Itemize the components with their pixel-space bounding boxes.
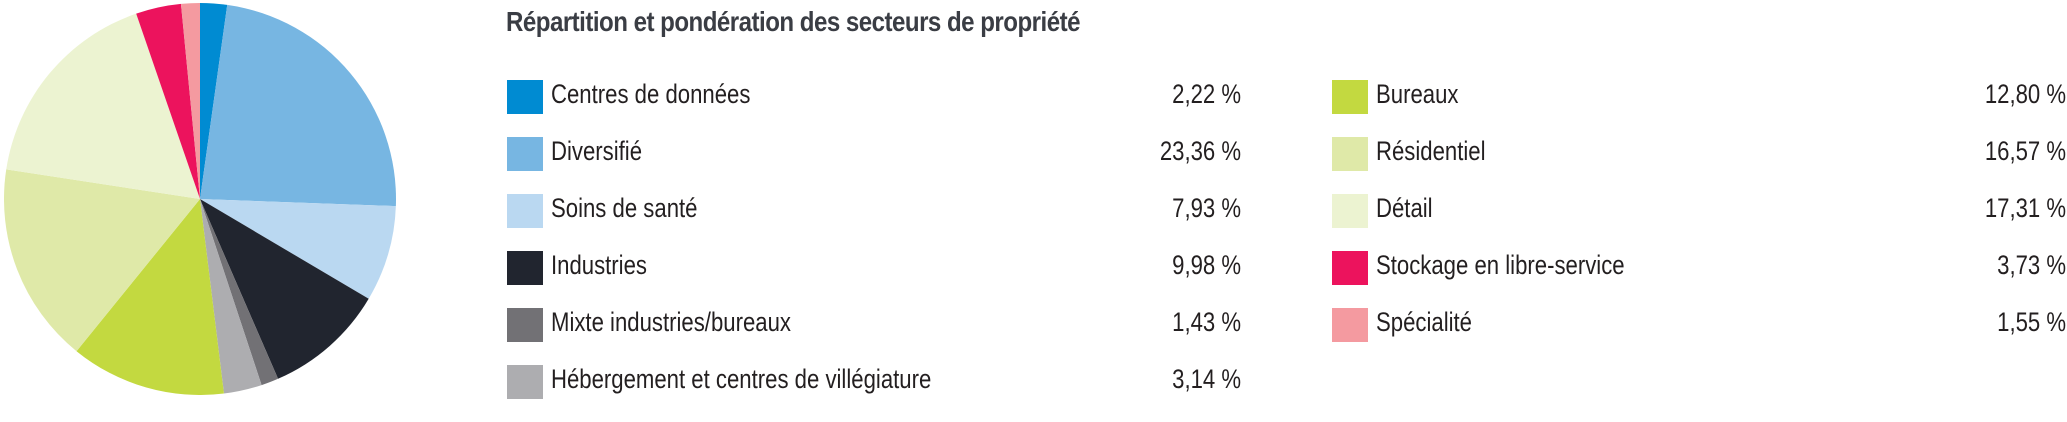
- legend-label: Soins de santé: [551, 193, 698, 223]
- chart-title: Répartition et pondération des secteurs …: [506, 6, 1080, 37]
- pie-slice: [136, 3, 200, 200]
- legend-item-hebergement: Hébergement et centres de villégiature 3…: [507, 364, 1241, 422]
- legend-label: Bureaux: [1376, 79, 1459, 109]
- legend-swatch: [1332, 194, 1368, 228]
- legend-value: 12,80 %: [1984, 79, 2066, 109]
- legend-item-mixte-industries-bureaux: Mixte industries/bureaux 1,43 %: [507, 307, 1241, 365]
- legend-swatch: [507, 194, 543, 228]
- legend-item-detail: Détail 17,31 %: [1332, 193, 2066, 251]
- legend-value: 7,93 %: [1172, 193, 1241, 223]
- legend-item-diversifie: Diversifié 23,36 %: [507, 136, 1241, 194]
- legend-item-centres-de-donnees: Centres de données 2,22 %: [507, 79, 1241, 137]
- pie-slice: [200, 199, 262, 394]
- legend-label: Hébergement et centres de villégiature: [551, 364, 932, 394]
- pie-slice: [180, 3, 200, 199]
- legend-swatch: [507, 308, 543, 342]
- legend-value: 23,36 %: [1159, 136, 1241, 166]
- legend-value: 1,43 %: [1172, 307, 1241, 337]
- legend-item-stockage: Stockage en libre-service 3,73 %: [1332, 250, 2066, 308]
- legend-swatch: [1332, 80, 1368, 114]
- legend-value: 17,31 %: [1984, 193, 2066, 223]
- pie-slice: [6, 13, 200, 199]
- legend-swatch: [1332, 308, 1368, 342]
- pie-slice: [200, 199, 396, 299]
- pie-slice: [76, 199, 224, 395]
- legend-swatch: [507, 137, 543, 171]
- legend-right-column: Bureaux 12,80 % Résidentiel 16,57 % Déta…: [1332, 79, 2066, 365]
- pie-slice: [200, 199, 279, 386]
- legend-label: Diversifié: [551, 136, 643, 166]
- pie-slice: [200, 4, 396, 207]
- legend-item-soins-de-sante: Soins de santé 7,93 %: [507, 193, 1241, 251]
- legend-label: Spécialité: [1376, 307, 1473, 337]
- legend-value: 2,22 %: [1172, 79, 1241, 109]
- legend-value: 16,57 %: [1984, 136, 2066, 166]
- pie-slice: [200, 199, 369, 379]
- legend-value: 1,55 %: [1997, 307, 2066, 337]
- legend-label: Détail: [1376, 193, 1433, 223]
- legend-left-column: Centres de données 2,22 % Diversifié 23,…: [507, 79, 1241, 422]
- pie-chart: [4, 3, 396, 395]
- legend-value: 3,73 %: [1997, 250, 2066, 280]
- legend-swatch: [507, 251, 543, 285]
- legend-item-specialite: Spécialité 1,55 %: [1332, 307, 2066, 365]
- pie-slice: [200, 3, 228, 199]
- legend-item-bureaux: Bureaux 12,80 %: [1332, 79, 2066, 137]
- legend-label: Industries: [551, 250, 647, 280]
- legend-swatch: [507, 365, 543, 399]
- legend-label: Stockage en libre-service: [1376, 250, 1625, 280]
- legend-value: 9,98 %: [1172, 250, 1241, 280]
- legend-item-residentiel: Résidentiel 16,57 %: [1332, 136, 2066, 194]
- pie-slice: [4, 169, 200, 352]
- legend-value: 3,14 %: [1172, 364, 1241, 394]
- legend-label: Centres de données: [551, 79, 751, 109]
- legend-swatch: [1332, 137, 1368, 171]
- legend-swatch: [507, 80, 543, 114]
- legend-item-industries: Industries 9,98 %: [507, 250, 1241, 308]
- legend-label: Résidentiel: [1376, 136, 1486, 166]
- legend-label: Mixte industries/bureaux: [551, 307, 791, 337]
- legend-swatch: [1332, 251, 1368, 285]
